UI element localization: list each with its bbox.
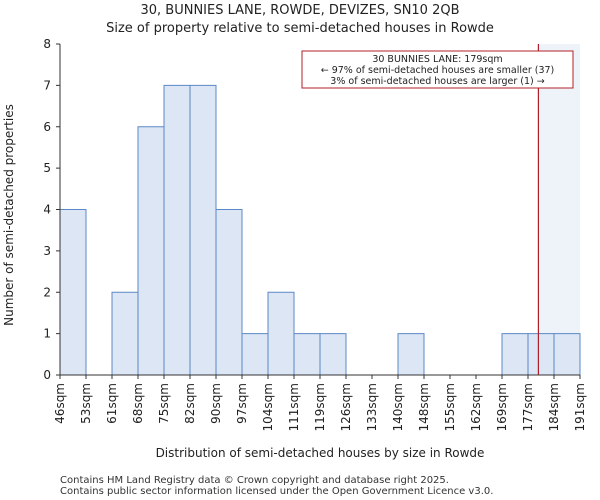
x-tick-label: 46sqm xyxy=(53,383,67,424)
x-tick-label: 162sqm xyxy=(469,383,483,431)
x-tick-label: 119sqm xyxy=(313,383,327,431)
x-tick-label: 53sqm xyxy=(79,383,93,424)
histogram-bar xyxy=(59,209,87,376)
footer-line2: Contains public sector information licen… xyxy=(60,486,493,497)
x-tick-label: 191sqm xyxy=(573,383,587,431)
histogram-bar xyxy=(215,209,243,376)
x-tick-label: 82sqm xyxy=(183,383,197,424)
histogram-bar xyxy=(111,291,139,376)
histogram-bar xyxy=(527,333,555,376)
y-tick-label: 0 xyxy=(43,368,51,382)
histogram-bar xyxy=(293,333,321,376)
x-tick-label: 140sqm xyxy=(391,383,405,431)
chart-title-line1: 30, BUNNIES LANE, ROWDE, DEVIZES, SN10 2… xyxy=(140,3,459,18)
x-tick-label: 155sqm xyxy=(443,383,457,431)
histogram-bar xyxy=(189,84,217,376)
y-tick-label: 4 xyxy=(43,203,51,217)
x-tick-label: 90sqm xyxy=(209,383,223,424)
x-tick-label: 148sqm xyxy=(417,383,431,431)
chart-title-line2: Size of property relative to semi-detach… xyxy=(106,21,494,36)
annotation-box: 30 BUNNIES LANE: 179sqm ← 97% of semi-de… xyxy=(301,50,574,89)
histogram-bar xyxy=(501,333,529,376)
x-tick-label: 68sqm xyxy=(131,383,145,424)
histogram-bar xyxy=(137,126,165,376)
histogram-bar xyxy=(241,333,269,376)
y-tick-label: 1 xyxy=(43,327,51,341)
histogram-bar xyxy=(319,333,347,376)
x-tick-label: 177sqm xyxy=(521,383,535,431)
x-axis-label: Distribution of semi-detached houses by … xyxy=(156,446,485,460)
histogram-bar xyxy=(163,84,191,376)
x-tick-label: 97sqm xyxy=(235,383,249,424)
y-tick-label: 2 xyxy=(43,285,51,299)
annotation-line1: 30 BUNNIES LANE: 179sqm xyxy=(372,54,502,65)
annotation-frame xyxy=(301,50,574,89)
y-tick-label: 5 xyxy=(43,161,51,175)
x-tick-label: 133sqm xyxy=(365,383,379,431)
y-ticks: 0 1 2 3 4 5 6 7 8 xyxy=(43,37,60,382)
y-tick-label: 3 xyxy=(43,244,51,258)
x-tick-label: 111sqm xyxy=(287,383,301,431)
larger-region-highlight xyxy=(538,44,580,375)
y-tick-label: 7 xyxy=(43,78,51,92)
x-tick-label: 61sqm xyxy=(105,383,119,424)
y-axis-label: Number of semi-detached properties xyxy=(2,104,16,326)
x-ticks: 46sqm 53sqm 61sqm 68sqm 75sqm 82sqm 90sqm 97sqm… xyxy=(53,375,587,431)
histogram-bar xyxy=(397,333,425,376)
x-tick-label: 126sqm xyxy=(339,383,353,431)
x-tick-label: 169sqm xyxy=(495,383,509,431)
y-tick-label: 8 xyxy=(43,37,51,51)
annotation-line2: ← 97% of semi-detached houses are smalle… xyxy=(321,65,555,76)
histogram-bar xyxy=(553,333,581,376)
highlight-layer xyxy=(538,44,580,375)
bars-layer xyxy=(59,84,581,376)
annotation-line3: 3% of semi-detached houses are larger (1… xyxy=(330,76,544,87)
x-tick-label: 104sqm xyxy=(261,383,275,431)
histogram-bar xyxy=(267,291,295,376)
footer-line1: Contains HM Land Registry data © Crown c… xyxy=(60,475,449,486)
y-tick-label: 6 xyxy=(43,120,51,134)
x-tick-label: 184sqm xyxy=(547,383,561,431)
x-tick-label: 75sqm xyxy=(157,383,171,424)
